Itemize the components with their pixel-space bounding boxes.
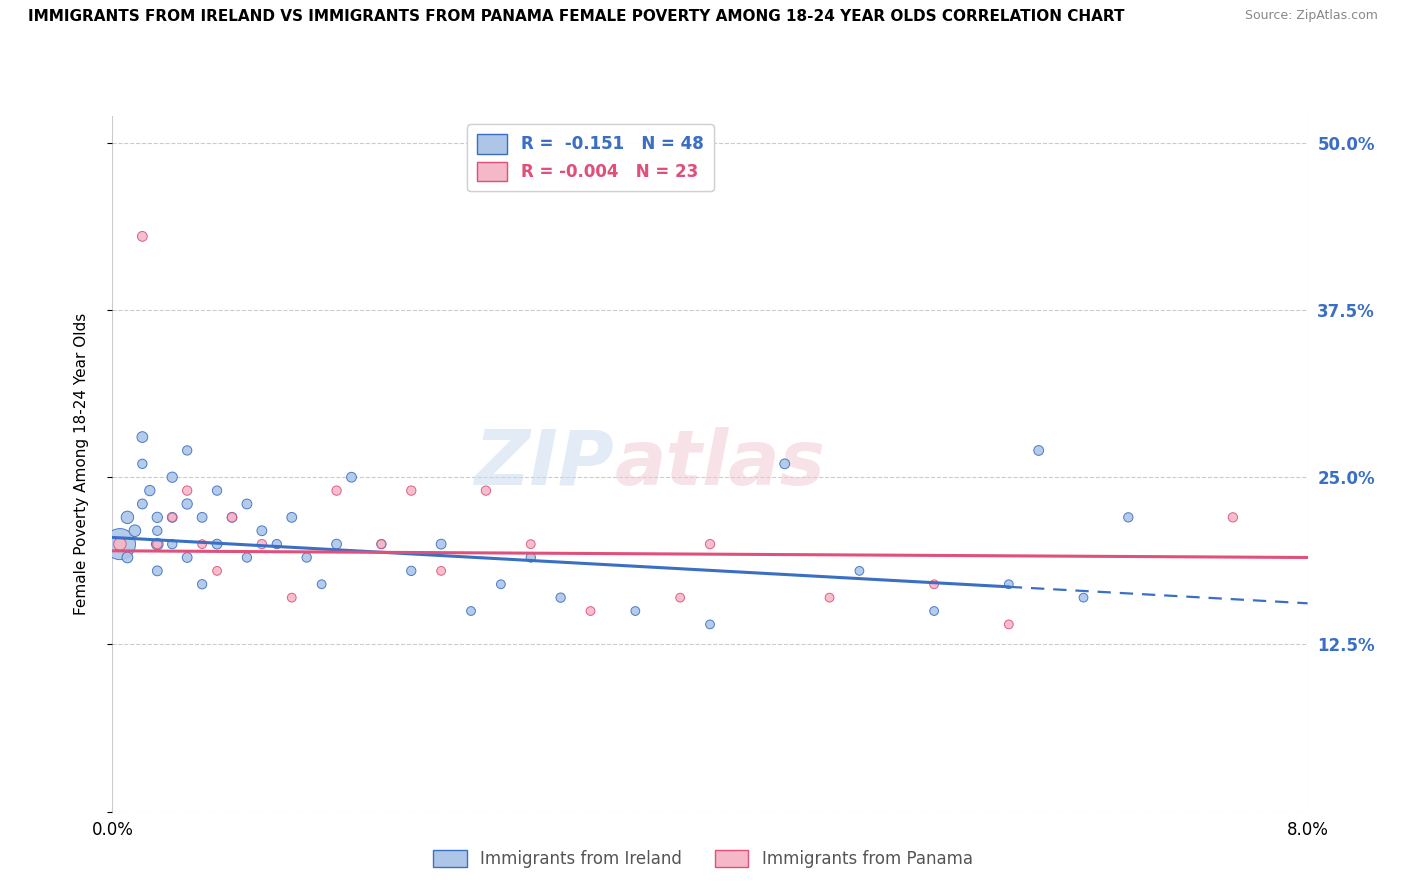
- Point: [311, 577, 333, 591]
- Point: [221, 510, 243, 524]
- Point: [489, 577, 512, 591]
- Point: [250, 524, 273, 538]
- Point: [162, 537, 183, 551]
- Point: [131, 497, 153, 511]
- Point: [699, 617, 721, 632]
- Point: [205, 564, 228, 578]
- Point: [117, 550, 139, 565]
- Point: [370, 537, 392, 551]
- Point: [162, 470, 183, 484]
- Point: [430, 564, 453, 578]
- Point: [624, 604, 647, 618]
- Point: [236, 550, 259, 565]
- Point: [922, 577, 945, 591]
- Point: [176, 497, 198, 511]
- Point: [818, 591, 841, 605]
- Point: [922, 604, 945, 618]
- Point: [1028, 443, 1050, 458]
- Text: ZIP: ZIP: [475, 427, 614, 500]
- Point: [550, 591, 572, 605]
- Point: [191, 537, 214, 551]
- Legend: R =  -0.151   N = 48, R = -0.004   N = 23: R = -0.151 N = 48, R = -0.004 N = 23: [467, 124, 714, 191]
- Point: [131, 457, 153, 471]
- Point: [205, 483, 228, 498]
- Point: [1116, 510, 1139, 524]
- Point: [699, 537, 721, 551]
- Point: [250, 537, 273, 551]
- Point: [281, 591, 304, 605]
- Point: [1222, 510, 1244, 524]
- Text: IMMIGRANTS FROM IRELAND VS IMMIGRANTS FROM PANAMA FEMALE POVERTY AMONG 18-24 YEA: IMMIGRANTS FROM IRELAND VS IMMIGRANTS FR…: [28, 9, 1125, 24]
- Point: [162, 510, 183, 524]
- Point: [579, 604, 602, 618]
- Text: Source: ZipAtlas.com: Source: ZipAtlas.com: [1244, 9, 1378, 22]
- Point: [117, 510, 139, 524]
- Point: [281, 510, 304, 524]
- Y-axis label: Female Poverty Among 18-24 Year Olds: Female Poverty Among 18-24 Year Olds: [75, 313, 89, 615]
- Point: [176, 443, 198, 458]
- Point: [139, 483, 162, 498]
- Point: [475, 483, 498, 498]
- Point: [146, 564, 169, 578]
- Point: [131, 430, 153, 444]
- Point: [325, 483, 347, 498]
- Point: [848, 564, 870, 578]
- Legend: Immigrants from Ireland, Immigrants from Panama: Immigrants from Ireland, Immigrants from…: [426, 843, 980, 875]
- Point: [295, 550, 318, 565]
- Point: [205, 537, 228, 551]
- Point: [325, 537, 347, 551]
- Point: [340, 470, 363, 484]
- Point: [191, 510, 214, 524]
- Point: [176, 483, 198, 498]
- Point: [430, 537, 453, 551]
- Point: [401, 564, 423, 578]
- Point: [460, 604, 482, 618]
- Point: [266, 537, 288, 551]
- Point: [669, 591, 692, 605]
- Point: [131, 229, 153, 244]
- Point: [520, 550, 543, 565]
- Point: [773, 457, 796, 471]
- Point: [108, 537, 131, 551]
- Point: [520, 537, 543, 551]
- Point: [146, 537, 169, 551]
- Point: [401, 483, 423, 498]
- Point: [124, 524, 146, 538]
- Point: [370, 537, 392, 551]
- Point: [176, 550, 198, 565]
- Point: [146, 524, 169, 538]
- Point: [997, 617, 1019, 632]
- Point: [236, 497, 259, 511]
- Point: [146, 537, 169, 551]
- Text: atlas: atlas: [614, 427, 825, 500]
- Point: [1073, 591, 1095, 605]
- Point: [146, 510, 169, 524]
- Point: [162, 510, 183, 524]
- Point: [997, 577, 1019, 591]
- Point: [108, 537, 131, 551]
- Point: [191, 577, 214, 591]
- Point: [221, 510, 243, 524]
